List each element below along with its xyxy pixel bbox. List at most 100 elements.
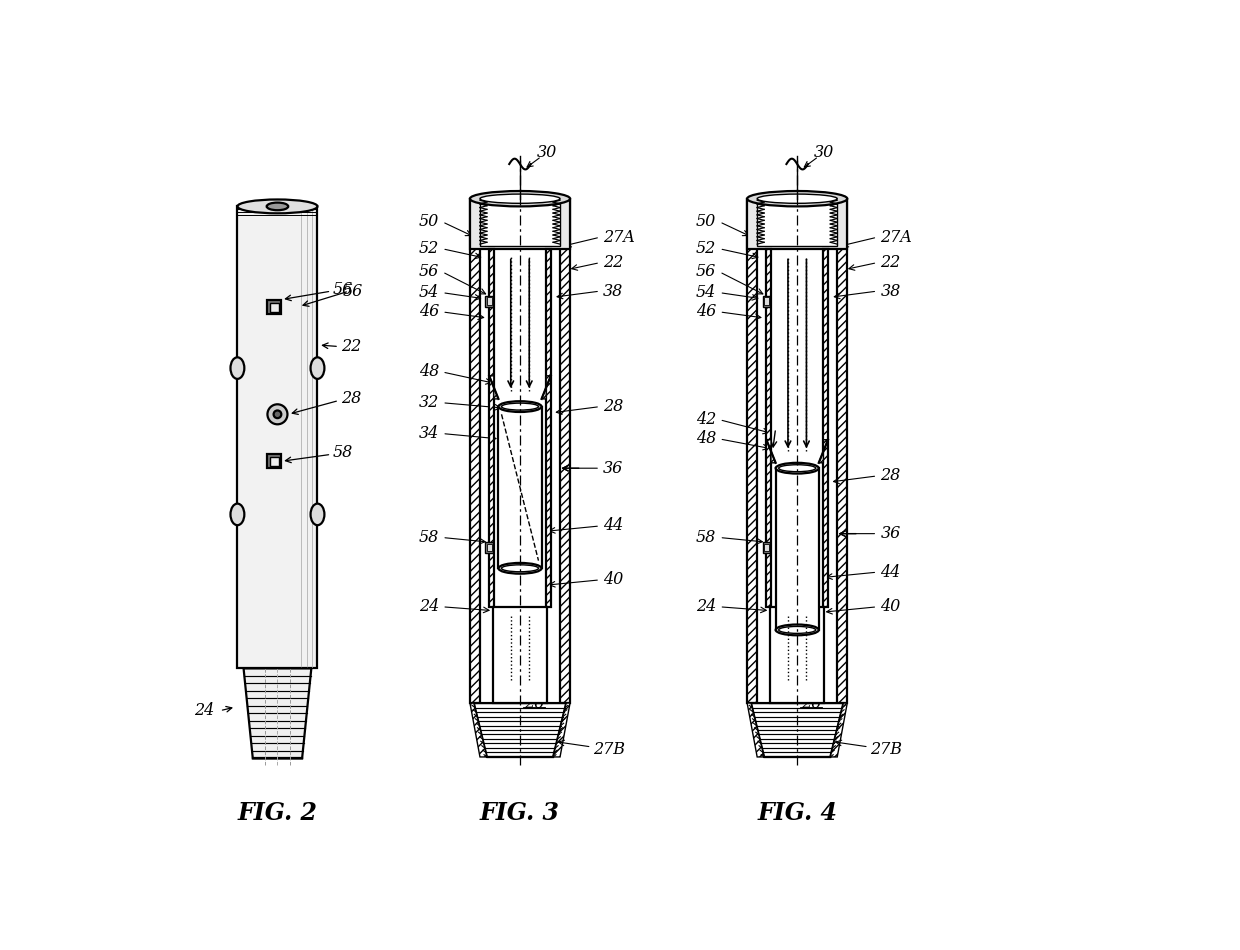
Ellipse shape [501,403,538,410]
Ellipse shape [310,357,325,379]
Ellipse shape [268,405,288,425]
Text: 26: 26 [801,694,821,712]
Bar [546,249,551,607]
Polygon shape [818,440,828,463]
Bar [480,199,560,246]
Text: 22: 22 [880,254,900,271]
Text: 27A: 27A [880,229,913,246]
Bar [763,542,770,553]
Text: 36: 36 [880,525,900,542]
Ellipse shape [776,463,818,474]
Bar [776,468,818,630]
Ellipse shape [267,202,288,210]
Bar [823,249,828,607]
Ellipse shape [274,410,281,418]
Text: FIG. 2: FIG. 2 [237,801,317,826]
Text: FIG. 4: FIG. 4 [758,801,837,826]
Text: 58: 58 [332,445,353,462]
Ellipse shape [310,504,325,525]
Text: 30: 30 [537,144,557,161]
Text: 22: 22 [603,254,624,271]
Text: 28: 28 [603,398,624,415]
Text: 24: 24 [193,702,215,719]
Text: 27B: 27B [593,741,625,758]
Bar [485,295,494,307]
Bar [498,407,542,568]
Bar [560,199,570,703]
Bar [758,199,837,246]
Polygon shape [470,703,487,757]
Bar [270,303,279,312]
Text: 32: 32 [419,394,439,411]
Bar [470,199,570,249]
Polygon shape [751,703,843,757]
Bar [494,607,547,703]
Polygon shape [542,376,551,399]
Bar [837,199,847,703]
Text: 54: 54 [419,284,439,301]
Polygon shape [748,703,764,757]
Text: 27A: 27A [603,229,635,246]
Ellipse shape [231,504,244,525]
Ellipse shape [498,563,542,574]
Polygon shape [766,440,776,463]
Text: 24: 24 [696,598,717,616]
Bar [487,297,491,305]
Bar [763,295,770,307]
Bar [490,249,494,607]
Ellipse shape [776,624,818,636]
Text: 30: 30 [813,144,835,161]
Ellipse shape [231,357,244,379]
Bar [485,542,494,553]
Text: 50: 50 [696,214,717,230]
Bar [764,543,769,551]
Bar [748,199,758,703]
Text: 58: 58 [419,529,439,546]
Polygon shape [243,669,311,758]
Text: 34: 34 [419,425,439,442]
Text: 44: 44 [603,518,624,535]
Text: 40: 40 [603,571,624,588]
Text: 22: 22 [341,338,361,355]
Ellipse shape [779,465,816,471]
Ellipse shape [748,191,847,206]
Text: 54: 54 [696,284,717,301]
Polygon shape [474,703,567,757]
Text: 56: 56 [343,282,363,299]
Bar [487,543,491,551]
Text: 50: 50 [419,214,439,230]
Ellipse shape [480,194,560,203]
Text: 24: 24 [419,598,439,616]
Text: 38: 38 [603,282,624,299]
Text: 48: 48 [696,430,717,447]
Text: 56: 56 [419,263,439,280]
Bar [268,454,281,468]
Text: 27B: 27B [870,741,903,758]
Ellipse shape [237,200,317,214]
Polygon shape [831,703,847,757]
Text: 38: 38 [880,282,900,299]
Bar [268,300,281,314]
Ellipse shape [758,194,837,203]
Bar [770,607,825,703]
Ellipse shape [470,191,570,206]
Bar [237,206,317,669]
Ellipse shape [501,565,538,572]
Bar [764,297,769,305]
Bar [270,457,279,466]
Text: 52: 52 [419,240,439,257]
Text: 46: 46 [696,303,717,320]
Ellipse shape [498,401,542,412]
Ellipse shape [779,626,816,634]
Text: 56: 56 [696,263,717,280]
Text: FIG. 3: FIG. 3 [480,801,560,826]
Text: 44: 44 [880,563,900,580]
Text: 48: 48 [419,364,439,380]
Text: 36: 36 [603,460,624,477]
Text: 26: 26 [523,694,544,712]
Text: 42: 42 [696,411,717,428]
Bar [748,199,847,249]
Text: 40: 40 [880,598,900,616]
Bar [766,249,771,607]
Text: 56: 56 [332,281,353,298]
